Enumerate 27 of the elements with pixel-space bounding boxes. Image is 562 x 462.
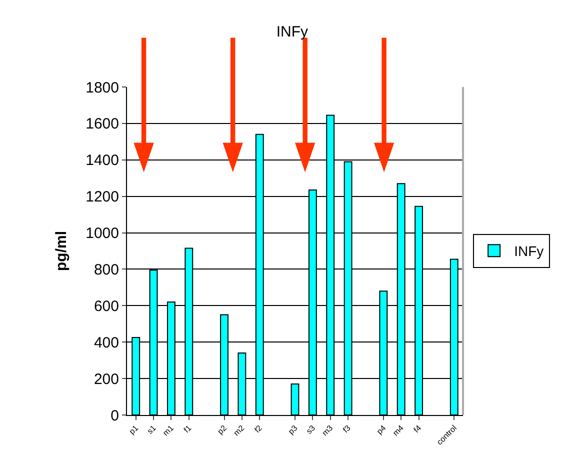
x-tick-label: p2	[216, 423, 229, 436]
y-tick-label: 1200	[86, 188, 119, 206]
x-tick-label: s1	[145, 423, 158, 436]
x-tick-label: s3	[304, 423, 318, 436]
x-tick-label: m1	[161, 423, 176, 438]
x-tick-label: f4	[412, 423, 424, 435]
y-tick-label: 1600	[86, 116, 119, 133]
x-tick-label: f2	[252, 423, 264, 435]
y-tick-label: 1800	[86, 79, 119, 96]
legend-label: INFy	[514, 243, 544, 260]
x-tick-label: m4	[391, 423, 406, 438]
x-tick-label: f1	[182, 423, 194, 435]
chart-title: INFy	[276, 24, 309, 40]
y-tick-label: 0	[110, 407, 119, 424]
x-tick-label: f3	[341, 423, 353, 435]
x-tick-label: m3	[320, 423, 335, 438]
y-tick-label: 400	[94, 334, 119, 352]
x-tick-label: p3	[286, 423, 300, 436]
y-tick-label: 1400	[86, 152, 119, 170]
x-tick-label: p4	[375, 423, 388, 436]
x-tick-label: m2	[232, 423, 247, 438]
x-tick-label: p1	[127, 423, 140, 436]
y-tick-label: 200	[94, 370, 119, 388]
y-axis-title: pg/ml	[52, 231, 70, 271]
y-tick-label: 600	[94, 298, 119, 315]
y-tick-label: 1000	[86, 225, 119, 242]
y-tick-label: 800	[94, 261, 119, 278]
